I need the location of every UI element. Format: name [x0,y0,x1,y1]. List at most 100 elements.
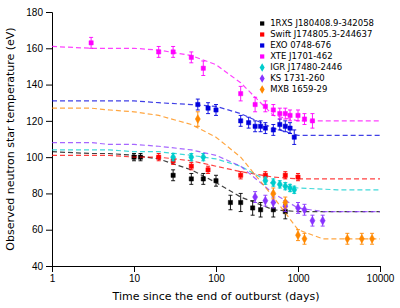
error-bar [302,114,306,125]
data-point [283,124,287,128]
legend: 1RXS J180408.9-342058Swift J174805.3-244… [260,18,374,94]
error-bar [247,117,251,128]
legend-label: XTE J1701-462 [270,51,332,61]
error-bar [271,105,275,116]
error-bar [228,195,232,210]
series [52,152,380,219]
data-point [278,111,282,115]
error-bar [239,193,243,211]
legend-label: IGR J17480-2446 [270,62,342,72]
y-tick-mark [46,121,52,122]
data-point [271,108,275,112]
data-point [171,153,176,162]
error-bar [263,195,267,206]
error-bar [296,230,300,241]
x-tick: 100 [208,266,225,284]
series [52,150,380,194]
data-point [263,126,267,130]
error-bar [189,154,193,161]
error-bar [278,108,282,119]
data-point [359,234,364,243]
x-axis-title: Time since the end of outburst (days) [112,290,320,303]
error-bar [206,166,210,173]
error-bar [196,112,200,127]
data-point [195,115,200,124]
plot-area: 110100100010000406080100120140160180 [26,7,395,284]
data-point [271,128,275,132]
y-tick-label: 160 [26,43,43,54]
model-curve [52,143,380,212]
data-point [263,176,268,185]
error-bar [196,99,200,110]
legend-marker [260,74,265,83]
error-bar [288,123,292,134]
data-point [277,180,282,189]
error-bar [310,215,314,226]
error-bar [201,154,205,161]
y-tick-label: 140 [26,79,43,90]
x-tick-label: 10 [129,273,141,284]
y-tick: 80 [32,188,52,199]
data-point [310,119,314,123]
error-bar [288,110,292,121]
x-axis-line [53,267,381,273]
data-point [239,92,243,96]
x-tick-mark [216,266,217,272]
data-point [253,124,257,128]
error-bar [288,184,292,191]
data-point [320,216,325,225]
data-point [288,184,293,193]
error-bar [360,233,364,244]
legend-marker [260,54,264,58]
data-point [271,189,276,198]
legend-marker [260,63,265,72]
model-curve [52,108,380,239]
data-point [258,208,262,212]
error-bar [296,173,300,180]
error-bar [263,123,267,134]
error-bar [171,154,175,161]
error-bar [345,233,349,244]
y-tick-label: 60 [32,224,44,235]
error-bar [271,188,275,199]
data-point [196,102,200,106]
marks [52,37,380,244]
x-tick-label: 1 [50,273,56,284]
data-point [370,234,375,243]
data-point [239,173,243,177]
y-axis: 406080100120140160180 [26,7,52,272]
data-point [302,205,307,214]
series [52,143,380,226]
data-point [247,121,251,125]
error-bar [296,110,300,121]
y-tick-mark [46,230,52,231]
error-bar [263,101,267,112]
legend-marker [260,85,265,94]
model-curve [52,152,380,212]
x-tick-label: 10000 [367,273,395,284]
y-tick: 100 [26,152,52,163]
error-bar [292,186,296,193]
error-bar [321,215,325,226]
error-bar [157,154,161,161]
data-point [296,175,300,179]
x-tick: 10 [129,266,141,284]
data-point [189,55,193,59]
data-point [302,117,306,121]
error-bar [271,124,275,135]
data-point [292,135,296,139]
model-curve [52,101,380,135]
series [52,154,380,181]
error-bar [171,170,175,181]
error-bar [189,163,193,170]
data-point [345,234,350,243]
x-tick: 10000 [367,266,395,284]
error-bar [253,121,257,132]
data-point [296,113,300,117]
legend-label: 1RXS J180408.9-342058 [270,18,374,28]
y-tick: 140 [26,79,52,90]
x-tick: 1000 [287,266,310,284]
data-point [201,153,206,162]
error-bar [201,61,205,76]
y-tick-mark [46,12,52,13]
